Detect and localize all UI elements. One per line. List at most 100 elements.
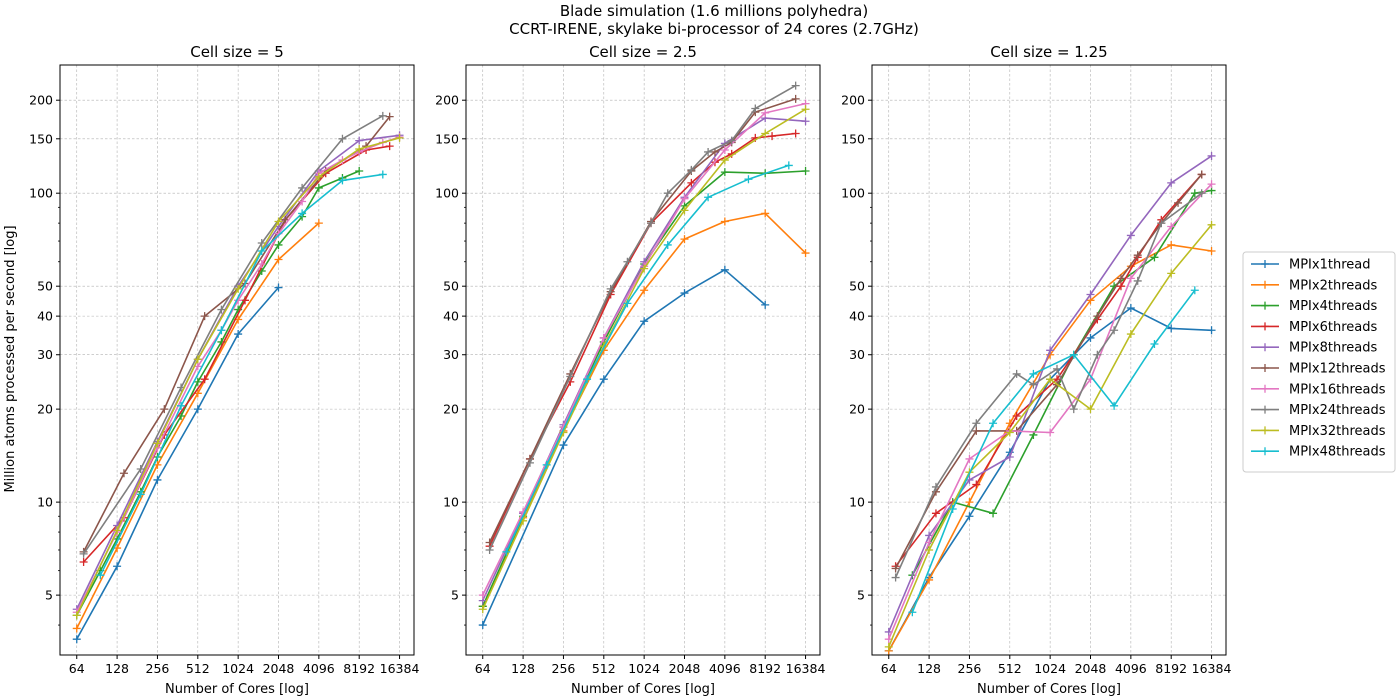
data-point [79,558,88,567]
legend-entry-MPIx16threads: MPIx16threads [1251,382,1386,397]
data-point [623,257,632,266]
data-point [257,246,266,255]
series-line-MPIx6threads [894,173,1203,567]
data-point [217,305,226,314]
data-point [274,217,283,226]
legend-label: MPIx4threads [1289,299,1377,314]
x-tick-label: 8192 [749,661,781,676]
panel-title: Cell size = 2.5 [589,43,697,61]
legend-label: MPIx6threads [1289,320,1377,335]
data-point [972,419,981,428]
y-tick-label: 50 [849,279,865,294]
data-point [274,255,283,264]
x-axis-label: Number of Cores [log] [165,682,309,697]
y-tick-label: 5 [857,588,865,603]
data-point [583,375,592,384]
data-point [680,194,689,203]
data-point [972,426,981,435]
data-point [1157,219,1166,228]
data-point [599,333,608,342]
data-point [96,571,105,580]
data-point [1012,369,1021,378]
plot-frame [59,64,415,656]
data-point [1167,269,1176,278]
y-axis-label: Million atoms processed per second [log] [3,225,18,492]
x-tick-label: 4096 [303,661,335,676]
x-tick-label: 64 [881,661,897,676]
legend-marker [1261,301,1269,310]
data-point [801,249,810,258]
data-point [113,562,122,571]
y-tick-label: 150 [435,131,459,146]
data-point [891,573,900,582]
y-tick-label: 20 [849,402,865,417]
x-tick-label: 256 [146,661,170,676]
data-point [1133,251,1142,260]
series-line-MPIx4threads [75,170,360,616]
data-point [136,490,145,499]
data-point [1150,339,1159,348]
plot-frame [871,64,1227,656]
data-point [1093,312,1102,321]
legend: MPIx1thread MPIx2threads MPIx4threads MPIx6… [1242,251,1396,473]
data-point [761,108,770,117]
suptitle-line-1: Blade simulation (1.6 millions polyhedra… [560,2,868,20]
y-tick-label: 50 [37,279,53,294]
data-point [1116,274,1125,283]
panel-title: Cell size = 5 [190,43,284,61]
data-point [385,112,394,121]
legend-entry-MPIx6threads: MPIx6threads [1251,320,1377,335]
data-point [884,642,893,651]
x-tick-label: 512 [592,661,616,676]
data-point [1190,286,1199,295]
data-point [784,161,793,170]
data-point [1069,405,1078,414]
data-point [193,355,202,364]
data-point [177,401,186,410]
data-point [1046,375,1055,384]
data-point [751,104,760,113]
data-point [1126,303,1135,312]
legend-label: MPIx16threads [1289,382,1386,397]
data-point [908,608,917,617]
data-point [355,136,364,145]
data-point [1126,330,1135,339]
y-tick-label: 100 [841,186,865,201]
data-point [502,547,511,556]
data-point [1029,380,1038,389]
data-point [1150,253,1159,262]
data-point [720,168,729,177]
data-point [355,166,364,175]
data-point [314,183,323,192]
y-tick-label: 30 [37,347,53,362]
data-point [925,545,934,554]
data-point [720,156,729,165]
data-point [925,575,934,584]
data-point [298,209,307,218]
data-point [687,165,696,174]
series-group [478,81,810,630]
x-tick-label: 4096 [1115,661,1147,676]
x-tick-label: 128 [511,661,535,676]
data-point [761,129,770,138]
y-tick-label: 150 [29,131,53,146]
y-tick-label: 5 [45,588,53,603]
data-point [338,176,347,185]
data-point [1053,364,1062,373]
data-point [113,526,122,535]
data-point [1207,180,1216,189]
data-point [72,611,81,620]
legend-marker [1261,405,1269,414]
x-tick-label: 8192 [343,661,375,676]
data-point [1167,178,1176,187]
data-point [338,134,347,143]
y-tick-label: 5 [451,588,459,603]
data-point [1046,346,1055,355]
data-point [153,475,162,484]
data-point [640,286,649,295]
x-tick-label: 1024 [222,661,254,676]
series-group [884,151,1216,655]
data-point [478,621,487,630]
series-line-MPIx48threads [505,164,790,553]
